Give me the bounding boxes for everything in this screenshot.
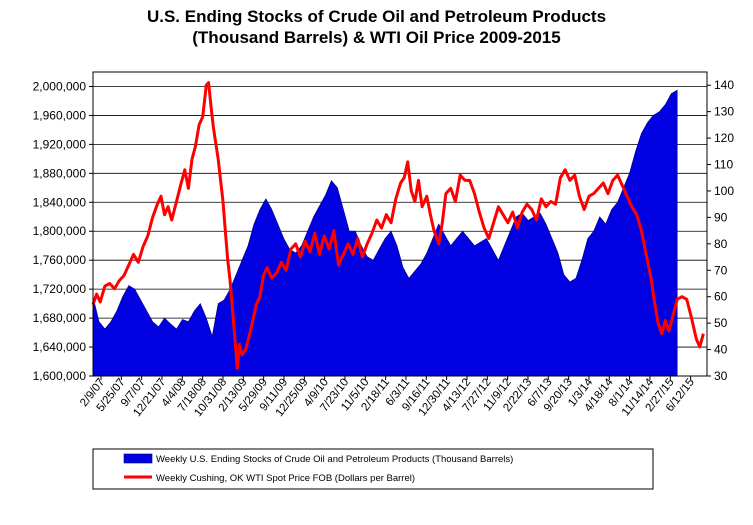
y-left-tick-label-6: 1,840,000 [33, 195, 87, 209]
y-right-tick-label-4: 70 [714, 263, 728, 277]
chart-title-line1: U.S. Ending Stocks of Crude Oil and Petr… [146, 7, 607, 26]
y-right-tick-label-6: 90 [714, 210, 728, 224]
y-left-tick-label-10: 2,000,000 [33, 79, 87, 93]
y-right-tick-label-3: 60 [714, 290, 728, 304]
y-left-tick-label-8: 1,920,000 [33, 137, 87, 151]
legend-label-stocks: Weekly U.S. Ending Stocks of Crude Oil a… [156, 454, 513, 465]
y-right-tick-label-7: 100 [714, 184, 734, 198]
y-left-tick-label-3: 1,720,000 [33, 282, 87, 296]
y-left-tick-label-4: 1,760,000 [33, 253, 87, 267]
y-right-tick-label-2: 50 [714, 316, 728, 330]
legend-swatch-stocks [123, 453, 153, 464]
series-price-line [91, 81, 705, 370]
y-left-tick-label-7: 1,880,000 [33, 166, 87, 180]
y-right-tick-label-0: 30 [714, 369, 728, 383]
y-right-tick-label-8: 110 [714, 158, 733, 172]
y-left-tick-label-0: 1,600,000 [33, 369, 87, 383]
plot-border [92, 71, 708, 377]
legend-box [92, 448, 654, 490]
y-left-tick-label-9: 1,960,000 [33, 108, 87, 122]
y-right-tick-label-11: 140 [714, 78, 734, 92]
y-left-tick-label-1: 1,640,000 [33, 340, 87, 354]
y-right-tick-label-5: 80 [714, 237, 728, 251]
chart-title: U.S. Ending Stocks of Crude Oil and Petr… [0, 6, 753, 48]
legend-label-price: Weekly Cushing, OK WTI Spot Price FOB (D… [156, 473, 415, 484]
y-right-tick-label-10: 130 [714, 105, 734, 119]
y-right-tick-label-9: 120 [714, 131, 734, 145]
y-left-tick-label-2: 1,680,000 [33, 311, 87, 325]
chart-title-line2: (Thousand Barrels) & WTI Oil Price 2009-… [192, 28, 561, 47]
y-left-tick-label-5: 1,800,000 [33, 224, 87, 238]
y-right-tick-label-1: 40 [714, 343, 728, 357]
series-stocks-area [92, 89, 678, 377]
